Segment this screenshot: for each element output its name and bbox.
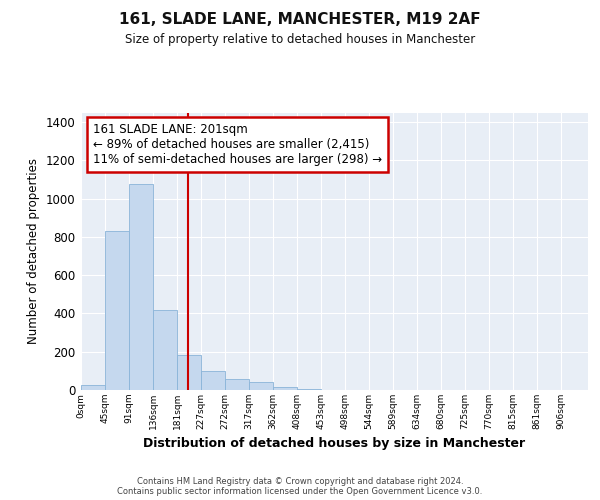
Bar <box>129 184 153 390</box>
Bar <box>273 387 297 390</box>
Text: 161, SLADE LANE, MANCHESTER, M19 2AF: 161, SLADE LANE, MANCHESTER, M19 2AF <box>119 12 481 28</box>
X-axis label: Distribution of detached houses by size in Manchester: Distribution of detached houses by size … <box>143 438 526 450</box>
Bar <box>153 310 177 390</box>
Bar <box>225 378 249 390</box>
Bar <box>297 389 321 390</box>
Bar <box>177 354 201 390</box>
Bar <box>105 231 129 390</box>
Text: Size of property relative to detached houses in Manchester: Size of property relative to detached ho… <box>125 32 475 46</box>
Text: 161 SLADE LANE: 201sqm
← 89% of detached houses are smaller (2,415)
11% of semi-: 161 SLADE LANE: 201sqm ← 89% of detached… <box>93 123 382 166</box>
Bar <box>201 371 225 390</box>
Bar <box>81 385 105 390</box>
Text: Contains HM Land Registry data © Crown copyright and database right 2024.
Contai: Contains HM Land Registry data © Crown c… <box>118 476 482 496</box>
Bar <box>249 382 273 390</box>
Y-axis label: Number of detached properties: Number of detached properties <box>27 158 40 344</box>
